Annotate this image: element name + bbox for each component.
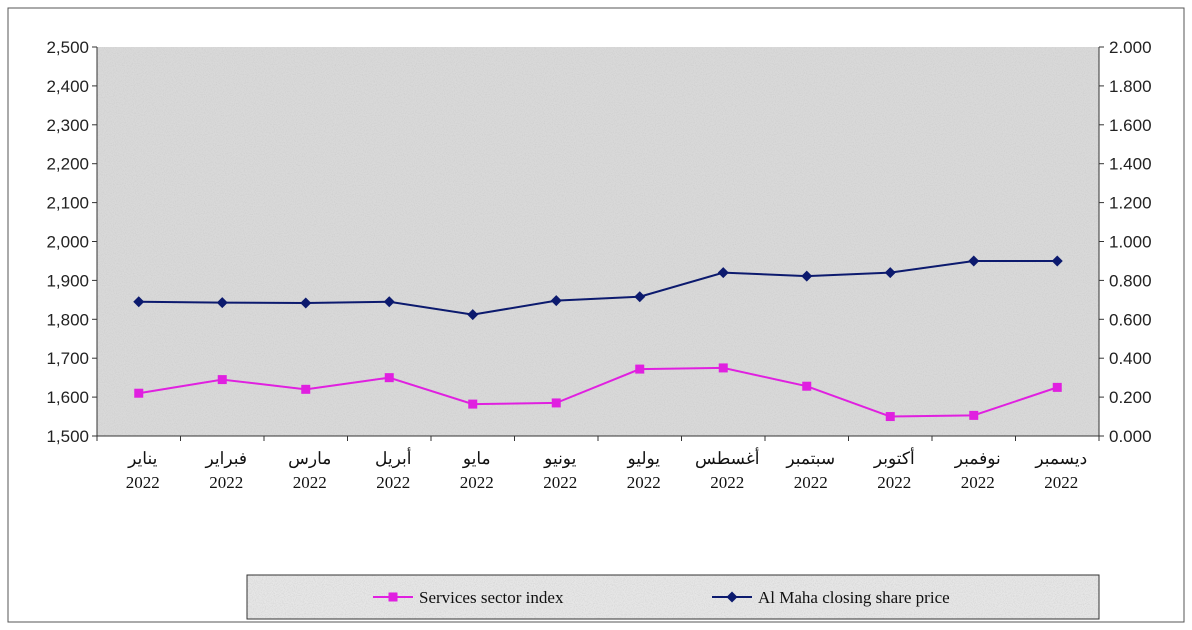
x-tick-label-month: أبريل	[375, 447, 411, 469]
y-left-tick-label: 1,600	[46, 388, 89, 407]
y-right-tick-label: 0.800	[1109, 271, 1152, 290]
data-point	[467, 309, 479, 321]
y-right-tick-label: 1.800	[1109, 77, 1152, 96]
y-left-tick-label: 2,500	[46, 38, 89, 57]
data-point	[384, 373, 394, 383]
data-point	[216, 297, 228, 309]
y-right-tick-label: 1.400	[1109, 155, 1152, 174]
x-tick-label-month: يوليو	[626, 449, 660, 469]
x-tick-label-month: نوفمبر	[954, 449, 1001, 469]
x-tick-label-year: 2022	[126, 473, 160, 492]
x-tick-label-month: فبراير	[205, 449, 247, 469]
y-left-tick-label: 1,900	[46, 271, 89, 290]
legend-label: Services sector index	[419, 588, 564, 607]
y-right-tick-label: 1.000	[1109, 233, 1152, 252]
data-point	[1052, 382, 1062, 392]
x-tick-label-year: 2022	[293, 473, 327, 492]
x-tick-label-month: مارس	[288, 449, 331, 469]
data-point	[885, 412, 895, 422]
data-point	[801, 270, 813, 282]
y-left-tick-label: 2,300	[46, 116, 89, 135]
legend-swatch-marker	[726, 591, 738, 603]
x-tick-label-month: ديسمبر	[1034, 449, 1087, 469]
y-right-tick-label: 0.200	[1109, 388, 1152, 407]
x-tick-label-month: يونيو	[543, 449, 576, 469]
data-point	[133, 296, 145, 308]
data-point	[884, 267, 896, 279]
data-point	[968, 255, 980, 267]
data-point	[134, 388, 144, 398]
y-left-tick-label: 1,800	[46, 310, 89, 329]
legend-label: Al Maha closing share price	[758, 588, 950, 607]
data-point	[383, 296, 395, 308]
data-point	[717, 267, 729, 279]
data-point	[301, 384, 311, 394]
y-left-tick-label: 1,700	[46, 349, 89, 368]
x-tick-label-year: 2022	[961, 473, 995, 492]
data-point	[1051, 255, 1063, 267]
data-point	[550, 295, 562, 307]
data-point	[635, 364, 645, 374]
data-point	[551, 398, 561, 408]
x-tick-label-year: 2022	[543, 473, 577, 492]
x-tick-label-month: يناير	[127, 449, 157, 469]
y-left-tick-label: 1,500	[46, 427, 89, 446]
legend-swatch-marker	[388, 592, 398, 602]
data-point	[217, 375, 227, 385]
x-tick-label-year: 2022	[460, 473, 494, 492]
x-tick-label-year: 2022	[376, 473, 410, 492]
series-line-0	[138, 366, 1058, 418]
y-right-tick-label: 2.000	[1109, 38, 1152, 57]
legend-border	[246, 574, 1100, 620]
y-right-tick-label: 1.200	[1109, 194, 1152, 213]
x-tick-label-year: 2022	[209, 473, 243, 492]
y-right-tick-label: 0.600	[1109, 310, 1152, 329]
x-tick-label-month: مايو	[462, 449, 491, 469]
data-point	[300, 297, 312, 309]
data-point	[468, 399, 478, 409]
y-left-tick-label: 2,200	[46, 155, 89, 174]
plot-texture	[97, 47, 1099, 436]
x-tick-label-month: سبتمبر	[785, 449, 835, 469]
x-tick-label-year: 2022	[627, 473, 661, 492]
y-right-tick-label: 1.600	[1109, 116, 1152, 135]
x-tick-label-month: أغسطس	[695, 447, 759, 469]
data-point	[802, 381, 812, 391]
x-tick-label-year: 2022	[794, 473, 828, 492]
x-tick-label-month: أكتوبر	[873, 447, 915, 469]
data-point	[969, 410, 979, 420]
data-point	[634, 291, 646, 303]
data-point	[718, 363, 728, 373]
y-left-tick-label: 2,100	[46, 194, 89, 213]
y-right-tick-label: 0.000	[1109, 427, 1152, 446]
series-line-1	[138, 259, 1058, 316]
x-tick-label-year: 2022	[1044, 473, 1078, 492]
x-tick-label-year: 2022	[710, 473, 744, 492]
x-tick-label-year: 2022	[877, 473, 911, 492]
y-left-tick-label: 2,000	[46, 233, 89, 252]
y-left-tick-label: 2,400	[46, 77, 89, 96]
y-right-tick-label: 0.400	[1109, 349, 1152, 368]
